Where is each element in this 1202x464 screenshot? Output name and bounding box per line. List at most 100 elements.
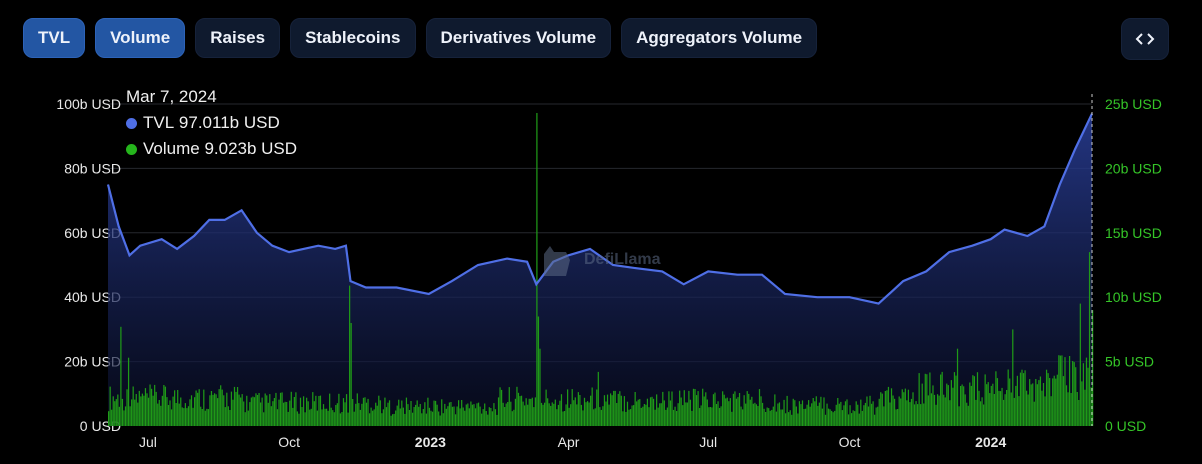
volume-bar: [703, 396, 705, 426]
volume-bar: [415, 404, 417, 426]
volume-bar: [975, 399, 977, 426]
volume-bar: [821, 408, 824, 426]
volume-bar: [837, 398, 839, 426]
volume-bar: [743, 395, 745, 426]
x-tick-label: 2024: [975, 434, 1006, 450]
volume-bar: [1015, 385, 1017, 426]
y-right-tick-label: 20b USD: [1105, 160, 1162, 176]
volume-bar: [240, 397, 242, 426]
tab-volume[interactable]: Volume: [95, 18, 186, 58]
volume-bar: [504, 407, 506, 426]
volume-bar: [253, 397, 256, 426]
volume-bar: [804, 408, 807, 426]
volume-bar: [287, 411, 289, 426]
embed-button[interactable]: [1121, 18, 1169, 60]
volume-bar: [846, 399, 848, 426]
volume-bar: [358, 403, 360, 426]
volume-bar: [695, 395, 698, 426]
volume-bar: [379, 400, 381, 426]
volume-bar: [870, 403, 873, 426]
volume-bar: [683, 390, 685, 426]
volume-bar: [376, 405, 378, 426]
volume-bar: [809, 406, 811, 426]
volume-bar: [656, 394, 658, 426]
volume-bar: [910, 398, 913, 426]
volume-bar: [766, 407, 768, 426]
volume-bar: [258, 393, 260, 426]
volume-bar: [481, 413, 483, 426]
volume-bar: [453, 406, 455, 426]
tab-tvl[interactable]: TVL: [23, 18, 86, 58]
volume-bar: [748, 393, 750, 426]
volume-bar: [666, 407, 669, 426]
volume-bar: [909, 402, 911, 426]
volume-bar: [861, 410, 863, 426]
volume-bar: [1030, 384, 1032, 426]
volume-bar: [530, 398, 532, 426]
volume-bar: [226, 392, 228, 426]
volume-bar: [473, 404, 475, 426]
volume-bar: [115, 399, 117, 426]
volume-bar: [490, 408, 492, 426]
tab-derivatives-volume[interactable]: Derivatives Volume: [425, 18, 612, 58]
tab-stablecoins[interactable]: Stablecoins: [290, 18, 416, 58]
volume-bar: [485, 411, 487, 426]
x-tick-label: Jul: [139, 434, 157, 450]
volume-bar: [989, 393, 991, 426]
volume-bar: [609, 393, 612, 426]
volume-bar: [190, 395, 193, 426]
volume-bar: [547, 398, 549, 426]
y-left-tick-label: 40b USD: [64, 289, 121, 305]
volume-bar: [236, 387, 239, 426]
volume-bar: [1064, 357, 1066, 426]
volume-bar: [175, 403, 177, 426]
tab-aggregators-volume[interactable]: Aggregators Volume: [621, 18, 818, 58]
volume-bar: [396, 405, 398, 426]
volume-bar: [765, 412, 767, 426]
volume-bar: [952, 387, 954, 426]
volume-bar: [723, 394, 725, 426]
volume-bar: [146, 393, 148, 426]
tab-raises[interactable]: Raises: [195, 18, 281, 58]
volume-bar: [1004, 394, 1006, 426]
volume-bar: [451, 406, 454, 426]
volume-bar: [590, 395, 592, 426]
volume-bar: [554, 399, 556, 426]
volume-bar: [149, 384, 151, 426]
volume-bar: [428, 407, 431, 426]
volume-bar: [619, 391, 621, 426]
volume-bar: [129, 406, 131, 426]
volume-bar: [1055, 378, 1057, 426]
volume-bar: [527, 404, 529, 426]
volume-bar: [567, 389, 569, 426]
volume-bar: [897, 409, 899, 426]
volume-bar: [823, 397, 825, 426]
volume-bar: [1044, 396, 1046, 426]
volume-bar: [1062, 376, 1065, 426]
volume-bar: [356, 393, 358, 426]
volume-bar: [769, 410, 771, 426]
volume-bar: [867, 406, 870, 426]
volume-bar: [679, 390, 681, 426]
volume-bar: [907, 389, 910, 426]
volume-bar: [958, 406, 960, 426]
volume-bar: [418, 406, 420, 426]
volume-bar: [398, 399, 400, 426]
volume-bar: [771, 409, 773, 426]
volume-bar: [550, 405, 552, 426]
volume-bar: [875, 407, 877, 426]
volume-bar: [829, 409, 831, 426]
volume-bar: [1042, 383, 1045, 426]
volume-bar: [923, 403, 925, 426]
volume-bar: [454, 414, 457, 426]
volume-bar: [216, 398, 219, 426]
volume-bar: [235, 391, 237, 426]
volume-bar: [877, 406, 879, 426]
volume-bar: [230, 391, 233, 426]
volume-bar: [427, 397, 429, 426]
volume-bar: [642, 406, 644, 426]
volume-bar: [571, 389, 573, 426]
volume-bar: [659, 403, 661, 426]
volume-bar: [421, 413, 423, 426]
volume-bar: [1049, 378, 1051, 426]
